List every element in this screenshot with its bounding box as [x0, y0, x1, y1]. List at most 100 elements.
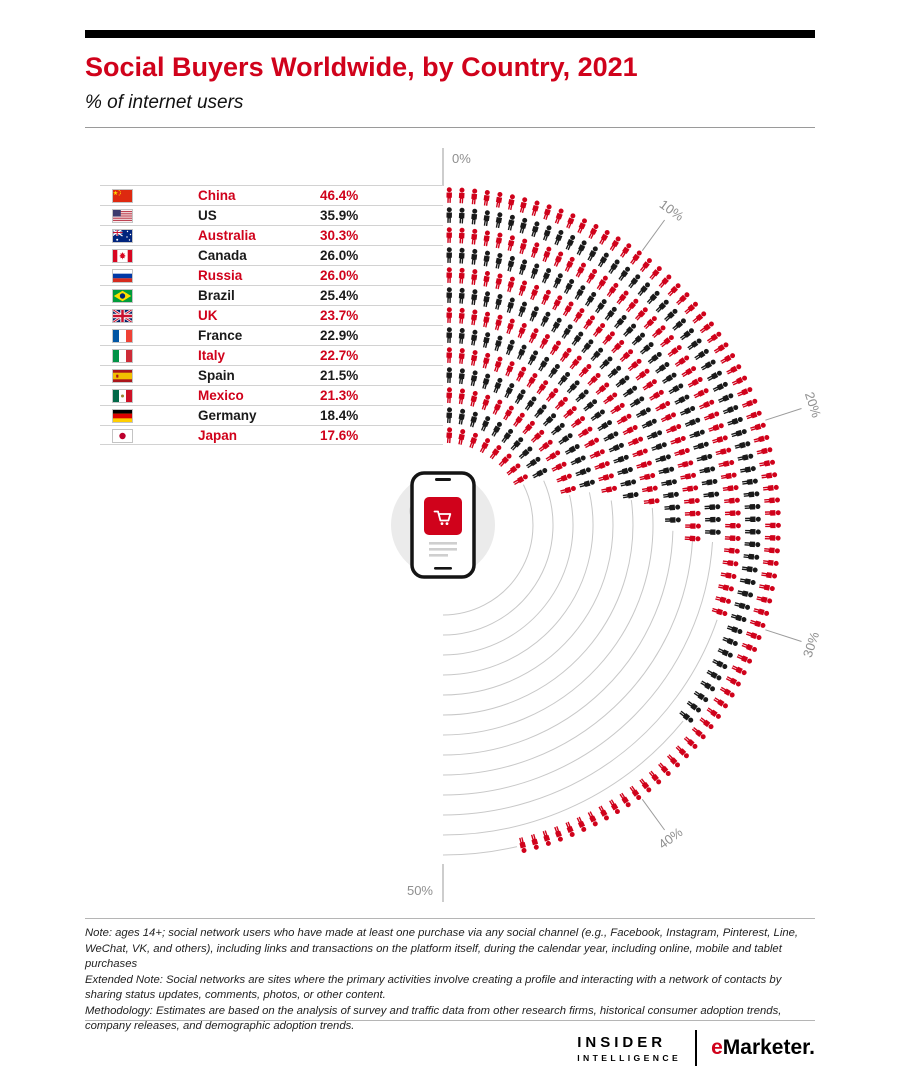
country-value: 35.9%: [320, 208, 359, 223]
flag-mx-icon: [112, 389, 133, 403]
flag-au-icon: [112, 229, 133, 243]
flag-us-icon: [112, 209, 133, 223]
track-australia: [442, 619, 718, 816]
track-uk: [442, 507, 654, 736]
country-value: 23.7%: [320, 308, 359, 323]
flag-jp-icon: [112, 429, 133, 443]
table-row: Australia 30.3%: [100, 225, 443, 245]
flag-br-icon: [112, 289, 133, 303]
flag-fr-icon: [112, 329, 133, 343]
extended-note-text: Extended Note: Social networks are sites…: [85, 973, 782, 1002]
track-italy: [442, 500, 614, 696]
track-china: [442, 846, 518, 856]
country-name: Russia: [198, 268, 243, 283]
track-spain: [442, 492, 594, 676]
flag-it-icon: [112, 349, 133, 363]
tick-label-30%: 30%: [800, 629, 822, 659]
footer-divider: [85, 1020, 815, 1021]
page-title: Social Buyers Worldwide, by Country, 202…: [85, 52, 638, 82]
shopping-cart-icon: [433, 510, 452, 525]
tick-label-10%: 10%: [657, 197, 687, 225]
table-row: France 22.9%: [100, 325, 443, 345]
country-value: 21.5%: [320, 368, 359, 383]
track-japan: [442, 484, 534, 616]
intelligence-wordmark: INTELLIGENCE: [577, 1052, 682, 1063]
flag-ru-icon: [112, 269, 133, 283]
track-mexico: [442, 494, 574, 656]
track-france: [442, 499, 634, 716]
table-row: US 35.9%: [100, 205, 443, 225]
table-row: Mexico 21.3%: [100, 385, 443, 405]
country-value: 26.0%: [320, 248, 359, 263]
country-value: 22.9%: [320, 328, 359, 343]
methodology-text: Methodology: Estimates are based on the …: [85, 1004, 782, 1033]
flag-de-icon: [112, 409, 133, 423]
track-germany: [442, 480, 554, 636]
tick-label-40%: 40%: [656, 824, 686, 852]
insider-intelligence-logo: INSIDER INTELLIGENCE: [577, 1034, 681, 1063]
table-row: Germany 18.4%: [100, 405, 443, 425]
country-name: Australia: [198, 228, 256, 243]
insider-wordmark: INSIDER: [577, 1033, 667, 1051]
header-divider: [85, 127, 815, 128]
country-name: Germany: [198, 408, 257, 423]
cart-app-tile: [424, 497, 462, 535]
table-row: Brazil 25.4%: [100, 285, 443, 305]
country-name: Mexico: [198, 388, 244, 403]
country-name: Spain: [198, 368, 235, 383]
country-table: China 46.4% US 35.9% Australia 30.3% Canada 26.…: [100, 185, 443, 445]
flag-cn-icon: [112, 189, 133, 203]
country-name: Italy: [198, 348, 226, 363]
tick-40%: [641, 799, 666, 831]
country-value: 22.7%: [320, 348, 359, 363]
ring-icons-uk: [446, 307, 660, 505]
country-value: 30.3%: [320, 228, 359, 243]
center-illustration: [391, 471, 495, 579]
country-name: UK: [198, 308, 218, 323]
flag-gb-icon: [112, 309, 133, 323]
country-name: France: [198, 328, 243, 343]
country-value: 26.0%: [320, 268, 359, 283]
track-russia: [442, 540, 693, 776]
flag-ca-icon: [112, 249, 133, 263]
flag-es-icon: [112, 369, 133, 383]
track-brazil: [442, 530, 674, 756]
notes-divider: [85, 918, 815, 919]
radial-chart: 0% 10% 20% 30% 40% 50%: [391, 148, 824, 902]
notes-block: Note: ages 14+; social network users who…: [85, 926, 815, 1035]
country-name: Japan: [198, 428, 238, 443]
country-value: 17.6%: [320, 428, 359, 443]
track-canada: [442, 541, 713, 796]
table-row: Italy 22.7%: [100, 345, 443, 365]
track-us: [442, 720, 684, 836]
country-value: 21.3%: [320, 388, 359, 403]
country-value: 18.4%: [320, 408, 359, 423]
ring-icons-canada: [446, 247, 721, 536]
logo-divider: [695, 1030, 698, 1066]
country-value: 46.4%: [320, 188, 359, 203]
top-bar: [85, 30, 815, 38]
table-row: Canada 26.0%: [100, 245, 443, 265]
emarketer-e: e: [711, 1036, 723, 1059]
country-value: 25.4%: [320, 288, 359, 303]
tick-10%: [641, 219, 666, 251]
emarketer-rest: Marketer.: [722, 1036, 815, 1059]
footer-logos: INSIDER INTELLIGENCE eMarketer.: [577, 1030, 815, 1066]
page-subtitle: % of internet users: [85, 92, 244, 113]
country-name: Brazil: [198, 288, 235, 303]
table-row: Russia 26.0%: [100, 265, 443, 285]
emarketer-logo: eMarketer.: [711, 1036, 815, 1060]
country-name: US: [198, 208, 217, 223]
tick-label-0%: 0%: [452, 151, 471, 166]
chart-root: 0% 10% 20% 30% 40% 50%: [391, 148, 824, 902]
tick-30%: [765, 629, 802, 642]
table-row: UK 23.7%: [100, 305, 443, 325]
tick-label-50%: 50%: [407, 883, 433, 898]
table-row: Japan 17.6%: [100, 425, 443, 445]
note-text: Note: ages 14+; social network users who…: [85, 927, 799, 971]
country-name: Canada: [198, 248, 247, 263]
tick-20%: [765, 408, 802, 421]
table-row: China 46.4%: [100, 185, 443, 205]
country-name: China: [198, 188, 236, 203]
